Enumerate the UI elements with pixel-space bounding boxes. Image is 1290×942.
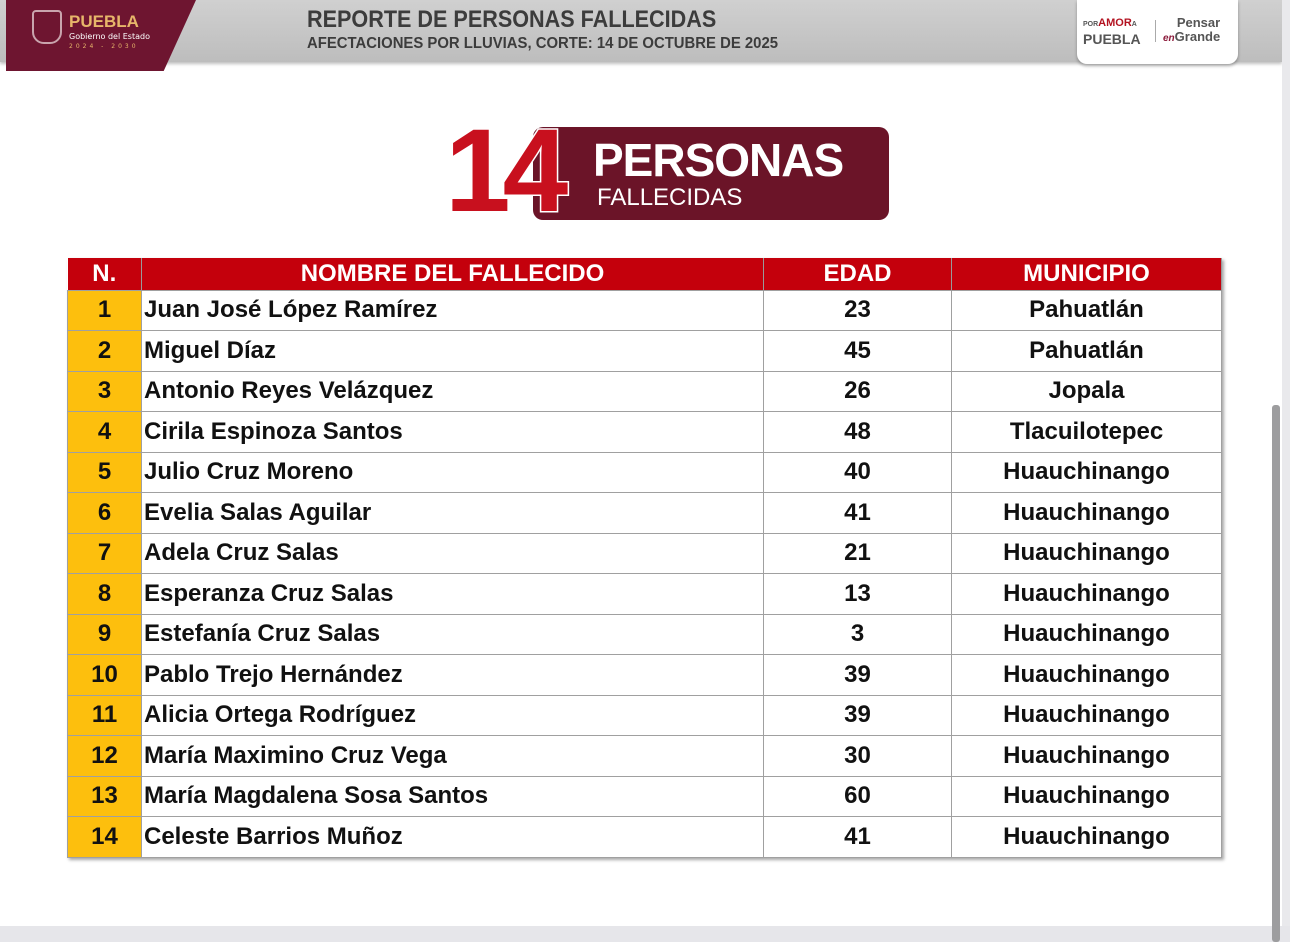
report-title: REPORTE DE PERSONAS FALLECIDAS: [307, 6, 717, 33]
municipio: Pahuatlán: [951, 330, 1222, 372]
table-row: 13 María Magdalena Sosa Santos 60 Huauchina…: [67, 775, 1222, 817]
row-number: 13: [67, 775, 142, 817]
table-row: 14 Celeste Barrios Muñoz 41 Huauchinango: [67, 816, 1222, 858]
deceased-name: Cirila Espinoza Santos: [141, 411, 764, 453]
age: 23: [763, 289, 952, 331]
municipio: Pahuatlán: [951, 289, 1222, 331]
col-name: NOMBRE DEL FALLECIDO: [141, 258, 764, 290]
municipio: Huauchinango: [951, 735, 1222, 777]
col-municipio: MUNICIPIO: [951, 258, 1222, 290]
age: 39: [763, 694, 952, 736]
table-row: 5 Julio Cruz Moreno 40 Huauchinango: [67, 451, 1222, 493]
age: 45: [763, 330, 952, 372]
table-row: 8 Esperanza Cruz Salas 13 Huauchinango: [67, 573, 1222, 615]
table-row: 3 Antonio Reyes Velázquez 26 Jopala: [67, 370, 1222, 412]
row-number: 4: [67, 411, 142, 453]
pensar-en-grande-logo: Pensar enGrande: [1163, 15, 1221, 45]
por-amor-a-puebla-logo: PORAMORA PUEBLA: [1083, 17, 1141, 47]
municipio: Jopala: [951, 370, 1222, 412]
deceased-name: Estefanía Cruz Salas: [141, 613, 764, 655]
deceased-name: Adela Cruz Salas: [141, 532, 764, 574]
table-row: 6 Evelia Salas Aguilar 41 Huauchinango: [67, 492, 1222, 534]
municipio: Huauchinango: [951, 694, 1222, 736]
report-header: PUEBLA Gobierno del Estado 2024 - 2030 R…: [0, 0, 1282, 71]
logo-subtext: Gobierno del Estado: [69, 32, 150, 41]
row-number: 9: [67, 613, 142, 655]
age: 26: [763, 370, 952, 412]
table-row: 7 Adela Cruz Salas 21 Huauchinango: [67, 532, 1222, 574]
deceased-name: Antonio Reyes Velázquez: [141, 370, 764, 412]
municipio: Huauchinango: [951, 816, 1222, 858]
summary-badge: PERSONAS FALLECIDAS: [533, 127, 889, 220]
deceased-name: Alicia Ortega Rodríguez: [141, 694, 764, 736]
deceased-name: Miguel Díaz: [141, 330, 764, 372]
table-row: 1 Juan José López Ramírez 23 Pahuatlán: [67, 289, 1222, 331]
age: 41: [763, 492, 952, 534]
age: 60: [763, 775, 952, 817]
row-number: 6: [67, 492, 142, 534]
age: 3: [763, 613, 952, 655]
age: 48: [763, 411, 952, 453]
municipio: Huauchinango: [951, 532, 1222, 574]
death-count: 14: [443, 105, 569, 237]
row-number: 8: [67, 573, 142, 615]
table-row: 12 María Maximino Cruz Vega 30 Huauchinango: [67, 735, 1222, 777]
logo-text: PUEBLA: [69, 12, 139, 31]
age: 39: [763, 654, 952, 696]
table-row: 10 Pablo Trejo Hernández 39 Huauchinango: [67, 654, 1222, 696]
age: 41: [763, 816, 952, 858]
coat-of-arms-icon: [32, 10, 62, 44]
col-age: EDAD: [763, 258, 952, 290]
puebla-logo: PUEBLA Gobierno del Estado 2024 - 2030: [6, 0, 196, 71]
age: 30: [763, 735, 952, 777]
deceased-name: Juan José López Ramírez: [141, 289, 764, 331]
viewer-bottom: [0, 926, 1290, 942]
document-page: PUEBLA Gobierno del Estado 2024 - 2030 R…: [0, 0, 1282, 858]
summary-sublabel: FALLECIDAS: [597, 184, 743, 211]
municipio: Huauchinango: [951, 451, 1222, 493]
row-number: 12: [67, 735, 142, 777]
municipio: Huauchinango: [951, 573, 1222, 615]
viewer-edge: [1282, 0, 1290, 942]
row-number: 3: [67, 370, 142, 412]
row-number: 5: [67, 451, 142, 493]
age: 21: [763, 532, 952, 574]
deceased-name: Julio Cruz Moreno: [141, 451, 764, 493]
municipio: Huauchinango: [951, 775, 1222, 817]
deceased-table: N. NOMBRE DEL FALLECIDO EDAD MUNICIPIO 1…: [67, 258, 1222, 858]
vertical-scrollbar[interactable]: [1272, 405, 1280, 942]
municipio: Tlacuilotepec: [951, 411, 1222, 453]
slogan-card: PORAMORA PUEBLA Pensar enGrande: [1077, 0, 1238, 64]
deceased-name: Evelia Salas Aguilar: [141, 492, 764, 534]
age: 40: [763, 451, 952, 493]
deceased-name: Celeste Barrios Muñoz: [141, 816, 764, 858]
deceased-name: Esperanza Cruz Salas: [141, 573, 764, 615]
age: 13: [763, 573, 952, 615]
table-row: 2 Miguel Díaz 45 Pahuatlán: [67, 330, 1222, 372]
deceased-name: Pablo Trejo Hernández: [141, 654, 764, 696]
row-number: 14: [67, 816, 142, 858]
row-number: 11: [67, 694, 142, 736]
table-row: 11 Alicia Ortega Rodríguez 39 Huauchinango: [67, 694, 1222, 736]
deceased-name: María Maximino Cruz Vega: [141, 735, 764, 777]
municipio: Huauchinango: [951, 654, 1222, 696]
row-number: 7: [67, 532, 142, 574]
row-number: 10: [67, 654, 142, 696]
deceased-name: María Magdalena Sosa Santos: [141, 775, 764, 817]
table-row: 4 Cirila Espinoza Santos 48 Tlacuilotepec: [67, 411, 1222, 453]
table-header-row: N. NOMBRE DEL FALLECIDO EDAD MUNICIPIO: [67, 258, 1222, 290]
municipio: Huauchinango: [951, 613, 1222, 655]
report-subtitle: AFECTACIONES POR LLUVIAS, CORTE: 14 DE O…: [307, 35, 779, 52]
logo-years: 2024 - 2030: [69, 43, 139, 50]
table-row: 9 Estefanía Cruz Salas 3 Huauchinango: [67, 613, 1222, 655]
municipio: Huauchinango: [951, 492, 1222, 534]
summary-label: PERSONAS: [593, 134, 844, 186]
col-number: N.: [67, 258, 142, 290]
divider: [1155, 20, 1156, 42]
row-number: 2: [67, 330, 142, 372]
row-number: 1: [67, 289, 142, 331]
